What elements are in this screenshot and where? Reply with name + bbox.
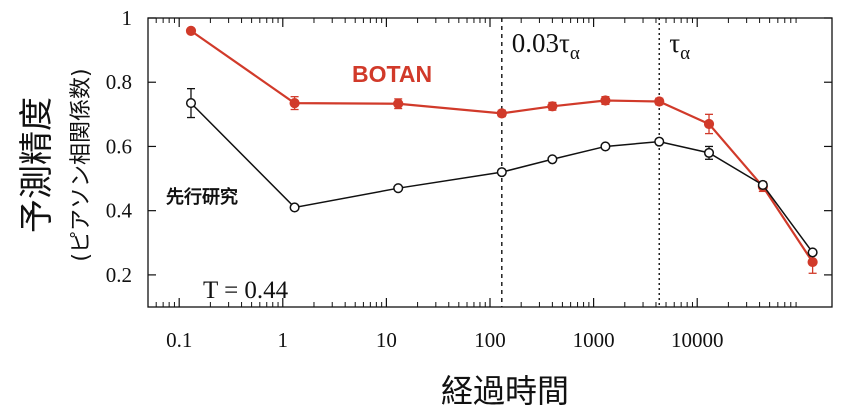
y-axis-subtitle: (ピアソン相関係数) (69, 68, 94, 261)
y-tick-label: 0.6 (106, 134, 132, 158)
data-point-prior-work (703, 147, 715, 158)
y-tick-label: 1 (122, 6, 133, 30)
x-tick-label: 1 (278, 328, 289, 352)
x-tick-label: 10000 (671, 328, 724, 352)
series-line-0 (190, 29, 814, 263)
y-axis-title: 予測精度 (17, 97, 57, 233)
data-point-prior-work (393, 183, 404, 194)
x-axis-title: 経過時間 (441, 372, 569, 410)
data-point-botan (289, 97, 300, 109)
plot-area: 0.2 0.4 0.6 0.8 1 0.1 1 10 100 1000 10000 (106, 6, 833, 352)
data-point-botan (703, 118, 715, 130)
x-tick-label: 100 (474, 328, 506, 352)
x-tick-label: 1000 (573, 328, 615, 352)
x-tick-label: 0.1 (166, 328, 192, 352)
data-point-prior-work (547, 154, 558, 165)
data-point-botan (185, 25, 197, 36)
reference-line-label: 0.03τα (512, 28, 580, 64)
data-point-prior-work (496, 167, 507, 178)
data-point-prior-work (600, 141, 611, 152)
data-point-botan (496, 108, 507, 119)
temperature-annotation: T = 0.44 (203, 277, 289, 304)
data-point-prior-work (757, 179, 768, 191)
data-point-botan (393, 98, 404, 109)
y-tick-label: 0.4 (106, 199, 133, 223)
reference-line-labels: 0.03τα τα (512, 28, 690, 64)
data-point-prior-work (807, 247, 818, 258)
data-point-botan (807, 256, 818, 268)
series-line-1 (190, 102, 814, 253)
data-point-prior-work (654, 136, 665, 147)
reference-line-label: τα (669, 28, 690, 64)
data-point-botan (600, 95, 611, 106)
data-point-prior-work (185, 98, 197, 109)
x-tick-label: 10 (376, 328, 397, 352)
data-point-botan (654, 96, 665, 107)
y-tick-label: 0.8 (106, 70, 132, 94)
series-label-botan: BOTAN (352, 61, 432, 87)
series-label-prior-work: 先行研究 (166, 186, 238, 208)
data-point-botan (547, 101, 558, 112)
y-tick-label: 0.2 (106, 263, 132, 287)
data-point-prior-work (289, 202, 300, 213)
